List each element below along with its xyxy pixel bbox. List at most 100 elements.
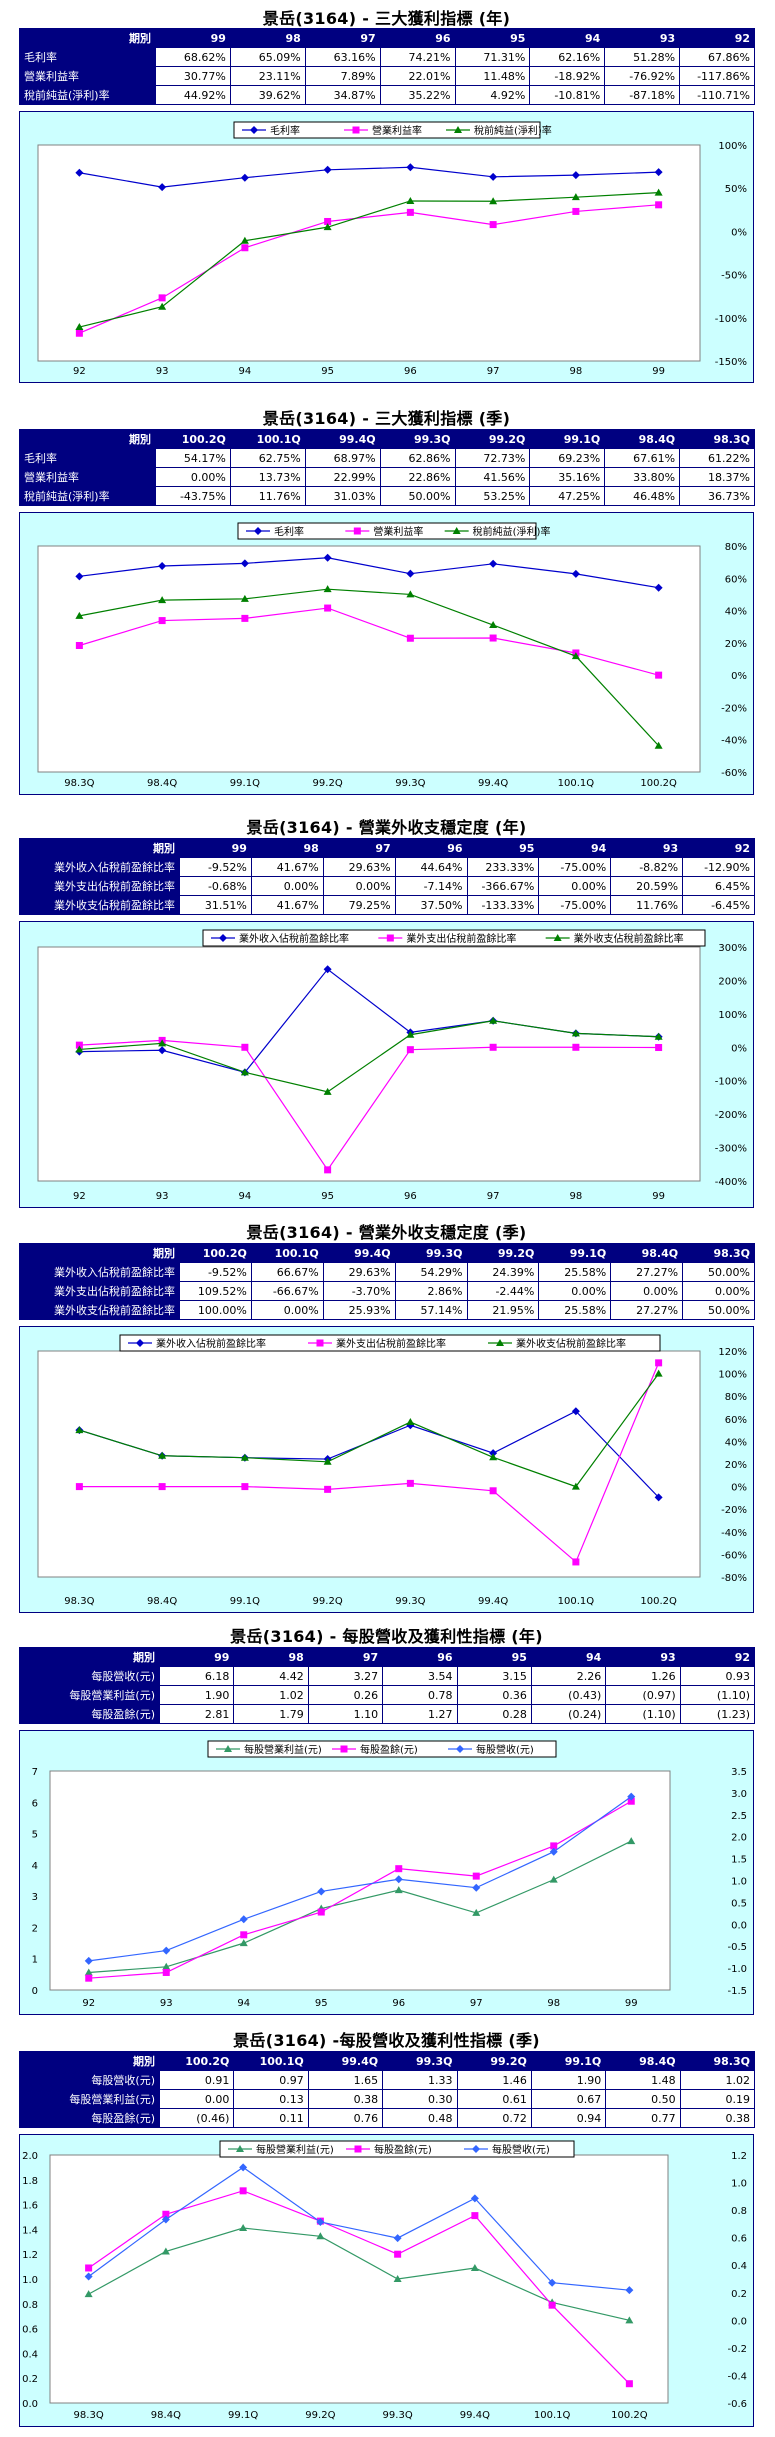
series-line [79, 1020, 659, 1093]
table-row: 每股營收(元) 0.91 0.97 1.65 1.33 1.46 1.90 1.48 1.02 [19, 2070, 756, 2090]
table-cell: 1.33 [382, 2070, 458, 2090]
table-cell: 0.50 [605, 2089, 681, 2109]
table-cell: -7.14% [394, 876, 468, 896]
y-tick-label-right: 3.5 [731, 1767, 747, 1778]
series-line [79, 1039, 659, 1171]
row-label: 每股營業利益(元) [19, 2089, 160, 2109]
y-tick-label-right: 80% [725, 1392, 747, 1403]
y-tick-label-right: -400% [715, 1177, 747, 1188]
y-tick-label-right: 1.2 [731, 2151, 747, 2162]
table-cell: 0.00 [158, 2089, 235, 2109]
table-cell: 0.93 [679, 1666, 756, 1686]
table-row: 毛利率 54.17% 62.75% 68.97% 62.86% 72.73% 69.23% 6… [19, 448, 755, 468]
x-tick-label: 93 [160, 1998, 173, 2009]
data-point [625, 2286, 634, 2295]
data-point [239, 1939, 248, 1947]
y-tick-label-right: 0.0 [731, 2316, 747, 2327]
line-chart: 100% 50% 0% -50% -100% -150% 92 93 94 95 96 97 98 99 毛… [37, 121, 747, 377]
table-cell: 62.75% [229, 448, 306, 468]
series-1 [85, 1797, 635, 1982]
data-point [571, 569, 580, 578]
table-cell: -0.68% [179, 876, 252, 896]
header-period: 99.2Q [454, 429, 531, 449]
data-point [471, 2212, 479, 2220]
series-line [88, 2166, 630, 2291]
header-period: 99.1Q [530, 2051, 607, 2071]
data-point [572, 1558, 580, 1566]
table-cell: 41.67% [250, 895, 324, 915]
table-cell: (0.24) [530, 1704, 607, 1724]
x-tick-label: 98 [570, 1191, 583, 1202]
row-label: 營業利益率 [19, 467, 156, 487]
table-cell: 1.65 [307, 2070, 384, 2090]
table-cell: 54.17% [155, 448, 231, 468]
legend-label: 毛利率 [274, 525, 304, 538]
legend-label: 每股營收(元) [492, 2143, 550, 2156]
header-period: 98 [233, 1647, 309, 1667]
section-quarterly-profitability: 景岳(3164) - 三大獲利指標 (季) 期別 100.2Q 100.1Q 99.4… [19, 396, 755, 801]
y-tick-label-right: 0% [731, 227, 747, 238]
data-point [75, 323, 84, 331]
y-tick-label-right: 20% [725, 1460, 747, 1471]
data-point [239, 2187, 247, 2195]
header-period: 99.3Q [382, 2051, 458, 2071]
y-tick-label-right: 0.5 [731, 1898, 747, 1909]
legend-marker [352, 126, 360, 134]
table-cell: 0.00% [250, 876, 324, 896]
y-tick-label-right: -60% [721, 1550, 747, 1561]
series-1 [75, 1359, 663, 1566]
data-point [572, 207, 580, 215]
y-tick-label-left: 0 [32, 1986, 38, 1997]
header-period: 100.1Q [233, 2051, 309, 2071]
table-cell: 0.19 [679, 2089, 756, 2109]
x-tick-label: 100.1Q [558, 1596, 595, 1607]
legend-marker [340, 1745, 348, 1753]
data-table: 期別 99 98 97 96 95 94 93 92 業外收入佔稅前盈餘比率 -9.52% 41.67… [19, 838, 755, 915]
data-point [84, 1956, 93, 1965]
data-point [489, 1043, 497, 1051]
y-tick-label-left: 2 [32, 1923, 38, 1934]
x-tick-label: 99 [652, 366, 665, 377]
x-tick-label: 98.3Q [64, 778, 94, 789]
header-period: 99 [158, 1647, 235, 1667]
data-point [240, 594, 249, 602]
chart-box: 1.2 1.0 0.8 0.6 0.4 0.2 0.0 -0.2 -0.4 -0.6 2.0 1.8 1… [19, 2134, 754, 2427]
row-label: 業外收入佔稅前盈餘比率 [19, 857, 180, 877]
data-point [240, 173, 249, 182]
table-cell: 25.93% [322, 1300, 396, 1320]
table-row: 業外收支佔稅前盈餘比率 100.00% 0.00% 25.93% 57.14% 21.95… [19, 1300, 755, 1320]
table-cell: 74.21% [379, 47, 456, 67]
data-point [158, 1046, 167, 1055]
data-point [572, 1043, 580, 1051]
header-period-label: 期別 [19, 2051, 160, 2071]
table-cell: (1.23) [679, 1704, 756, 1724]
table-cell: 66.67% [250, 1262, 324, 1282]
x-tick-label: 99 [625, 1998, 638, 2009]
data-point [75, 641, 83, 649]
table-cell: 0.00% [155, 467, 231, 487]
legend-label: 每股營業利益(元) [256, 2143, 334, 2156]
x-tick-label: 100.1Q [534, 2410, 571, 2421]
table-cell: 21.95% [466, 1300, 540, 1320]
data-point [549, 1875, 558, 1883]
x-tick-label: 96 [392, 1998, 405, 2009]
chart-legend: 每股營業利益(元) 每股盈餘(元) 每股營收(元) [207, 1740, 557, 1758]
series-2 [75, 188, 663, 331]
table-cell: 35.16% [529, 467, 606, 487]
table-cell: 67.61% [604, 448, 681, 468]
header-period: 95 [466, 838, 540, 858]
x-tick-label: 95 [321, 366, 334, 377]
data-point [470, 2194, 479, 2203]
table-cell: 71.31% [454, 47, 531, 67]
legend-label: 營業利益率 [372, 124, 422, 137]
data-point [393, 2234, 402, 2243]
data-point [317, 1908, 325, 1916]
data-point [654, 1032, 663, 1040]
table-cell: 72.73% [454, 448, 531, 468]
header-period: 99.3Q [379, 429, 456, 449]
table-row: 每股營業利益(元) 1.90 1.02 0.26 0.78 0.36 (0.43) (0.97… [19, 1685, 756, 1705]
table-cell: -18.92% [529, 66, 606, 86]
chart-box: 300% 200% 100% 0% -100% -200% -300% -400% 92 93 94… [19, 921, 754, 1208]
table-cell: 6.18 [158, 1666, 235, 1686]
table-row: 每股盈餘(元) 2.81 1.79 1.10 1.27 0.28 (0.24) (1.10)(… [19, 1704, 756, 1724]
